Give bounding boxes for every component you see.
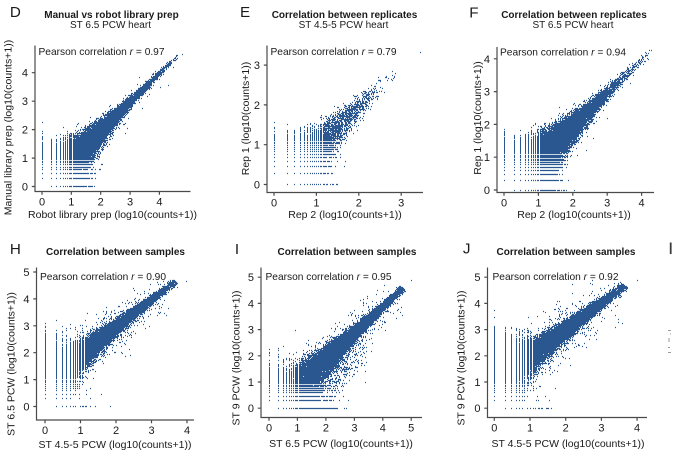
svg-text:2: 2: [474, 351, 480, 363]
svg-text:ST 6.5 PCW (log10(counts+1)): ST 6.5 PCW (log10(counts+1)): [269, 438, 413, 450]
svg-text:4: 4: [380, 423, 386, 435]
svg-text:1: 1: [474, 377, 480, 389]
svg-text:3: 3: [254, 60, 260, 72]
svg-text:0: 0: [474, 403, 480, 415]
svg-text:4: 4: [474, 298, 480, 310]
svg-text:Rep 1 (log10(counts+1)): Rep 1 (log10(counts+1)): [472, 61, 484, 175]
svg-text:3: 3: [127, 197, 133, 209]
svg-text:5: 5: [23, 267, 29, 279]
svg-text:3: 3: [22, 96, 28, 108]
svg-text:1: 1: [22, 153, 28, 165]
svg-text:Correlation between replicates: Correlation between replicates: [501, 10, 647, 21]
svg-text:Manual vs robot library prep: Manual vs robot library prep: [44, 10, 178, 21]
svg-text:0: 0: [39, 197, 45, 209]
svg-text:F: F: [469, 4, 478, 21]
svg-text:2: 2: [23, 348, 29, 360]
svg-text:0: 0: [254, 180, 260, 192]
svg-text:4: 4: [248, 298, 254, 310]
svg-text:4: 4: [639, 198, 645, 210]
svg-text:ST 6.5 PCW (log10(counts+1)): ST 6.5 PCW (log10(counts+1)): [6, 292, 18, 436]
svg-text:3: 3: [604, 198, 610, 210]
svg-text:5: 5: [248, 272, 254, 284]
svg-text:Robot library prep (log10(coun: Robot library prep (log10(counts+1)): [28, 209, 197, 221]
svg-text:Rep 2 (log10(counts+1)): Rep 2 (log10(counts+1)): [517, 209, 631, 221]
svg-text:3: 3: [23, 321, 29, 333]
svg-text:ST 9 PCW (log10(counts+1)): ST 9 PCW (log10(counts+1)): [231, 291, 243, 426]
svg-text:Pearson correlation r = 0.90: Pearson correlation r = 0.90: [40, 272, 166, 283]
svg-text:Correlation between samples: Correlation between samples: [46, 247, 185, 258]
svg-text:1: 1: [68, 197, 74, 209]
svg-text:2: 2: [570, 198, 576, 210]
svg-text:1: 1: [23, 375, 29, 387]
svg-text:3: 3: [484, 87, 490, 99]
svg-text:1: 1: [484, 152, 490, 164]
svg-text:0: 0: [248, 403, 254, 415]
svg-text:E: E: [240, 4, 250, 21]
svg-text:Correlation between samples: Correlation between samples: [497, 247, 636, 258]
svg-text:Correlation between samples: Correlation between samples: [278, 247, 417, 258]
svg-text:ST 4.5-5 PCW (log10(counts+1)): ST 4.5-5 PCW (log10(counts+1)): [39, 439, 192, 451]
svg-text:2: 2: [323, 423, 329, 435]
svg-text:ST 6.5 PCW heart: ST 6.5 PCW heart: [533, 20, 614, 31]
svg-text:2: 2: [563, 423, 569, 435]
svg-text:H: H: [10, 241, 21, 258]
svg-text:0: 0: [266, 423, 272, 435]
svg-text:2: 2: [248, 351, 254, 363]
svg-text:ST 4.5-5 PCW (log10(counts+1)): ST 4.5-5 PCW (log10(counts+1)): [492, 438, 645, 450]
svg-text:1: 1: [254, 140, 260, 152]
svg-text:3: 3: [351, 423, 357, 435]
svg-text:Pearson correlation r = 0.92: Pearson correlation r = 0.92: [493, 272, 619, 283]
svg-text:ST 4.5-5 PCW heart: ST 4.5-5 PCW heart: [299, 20, 389, 31]
svg-text:1: 1: [313, 198, 319, 210]
svg-text:Pearson correlation r = 0.95: Pearson correlation r = 0.95: [266, 272, 392, 283]
svg-text:1: 1: [535, 198, 541, 210]
svg-text:Pearson correlation r = 0.97: Pearson correlation r = 0.97: [39, 47, 165, 58]
svg-text:0: 0: [501, 198, 507, 210]
svg-text:Manual library prep (log10(cou: Manual library prep (log10(counts+1)): [3, 40, 15, 215]
svg-text:2: 2: [113, 425, 119, 437]
svg-text:D: D: [10, 4, 21, 21]
svg-text:ST 9 PCW (log10(counts+1)): ST 9 PCW (log10(counts+1)): [456, 291, 468, 426]
svg-text:3: 3: [248, 325, 254, 337]
svg-text:2: 2: [484, 119, 490, 131]
svg-text:1: 1: [77, 425, 83, 437]
svg-text:2: 2: [356, 198, 362, 210]
svg-text:4: 4: [184, 425, 190, 437]
svg-text:0: 0: [491, 423, 497, 435]
svg-text:J: J: [463, 240, 471, 257]
svg-text:0: 0: [42, 425, 48, 437]
svg-text:1: 1: [248, 377, 254, 389]
svg-text:ST 6.5 PCW heart: ST 6.5 PCW heart: [70, 20, 151, 31]
svg-text:Rep 2 (log10(counts+1)): Rep 2 (log10(counts+1)): [288, 209, 402, 221]
svg-text:0: 0: [23, 402, 29, 414]
svg-text:4: 4: [23, 294, 29, 306]
svg-text:4: 4: [484, 54, 490, 66]
svg-text:4: 4: [22, 68, 28, 80]
svg-text:I: I: [235, 241, 239, 258]
svg-text:3: 3: [398, 198, 404, 210]
svg-text:4: 4: [634, 423, 640, 435]
svg-text:2: 2: [22, 125, 28, 137]
svg-text:1: 1: [294, 423, 300, 435]
svg-text:5: 5: [474, 272, 480, 284]
svg-text:Pearson correlation r = 0.79: Pearson correlation r = 0.79: [271, 47, 397, 58]
svg-text:3: 3: [598, 423, 604, 435]
svg-text:0: 0: [484, 185, 490, 197]
svg-text:Pearson correlation r = 0.94: Pearson correlation r = 0.94: [500, 48, 626, 59]
svg-text:0: 0: [271, 198, 277, 210]
svg-text:2: 2: [98, 197, 104, 209]
svg-text:3: 3: [474, 325, 480, 337]
svg-text:4: 4: [156, 197, 162, 209]
svg-text:3: 3: [148, 425, 154, 437]
svg-text:Correlation between replicates: Correlation between replicates: [272, 10, 418, 21]
svg-text:0: 0: [22, 182, 28, 194]
svg-text:1: 1: [527, 423, 533, 435]
svg-text:5: 5: [408, 423, 414, 435]
svg-text:2: 2: [254, 100, 260, 112]
svg-text:Rep 1 (log10(counts+1)): Rep 1 (log10(counts+1)): [240, 62, 252, 176]
